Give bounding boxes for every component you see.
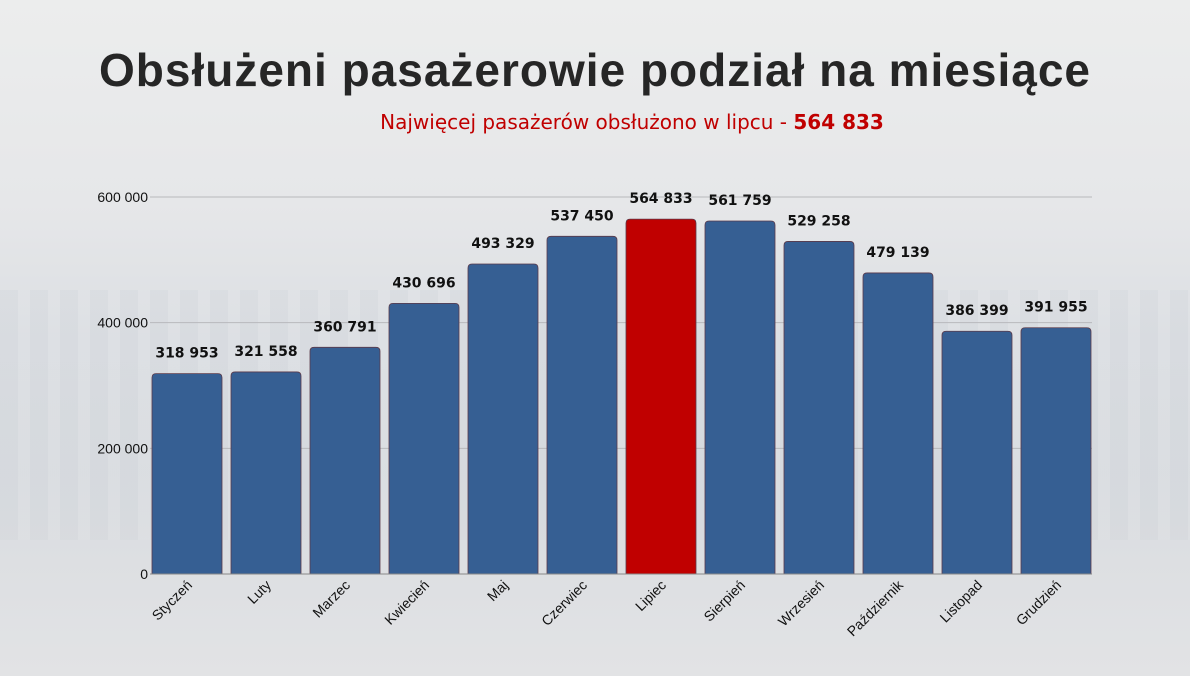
bar (388, 302, 460, 575)
data-label: 561 759 (708, 193, 771, 209)
data-label: 537 450 (550, 208, 614, 224)
data-label: 493 329 (471, 236, 534, 252)
data-label: 529 258 (787, 213, 850, 229)
data-label: 391 955 (1024, 300, 1087, 316)
data-label: 430 696 (392, 275, 455, 291)
bar (941, 330, 1013, 575)
data-label: 479 139 (866, 245, 929, 261)
x-tick-label: Styczeń (149, 577, 196, 624)
data-label: 564 833 (629, 191, 692, 207)
x-tick-label: Wrzesień (775, 577, 827, 629)
y-tick-label: 200 000 (97, 440, 148, 456)
x-tick-label: Październik (844, 576, 907, 639)
data-label: 360 791 (313, 319, 376, 335)
x-tick-label: Luty (244, 577, 274, 607)
bar (230, 371, 302, 575)
bar (546, 235, 618, 575)
bar (862, 272, 934, 575)
page-title: Obsłużeni pasażerowie podział na miesiąc… (99, 44, 1091, 96)
bar (151, 373, 223, 575)
subtitle: Najwięcej pasażerów obsłużono w lipcu - … (0, 110, 1190, 134)
subtitle-highlight: 564 833 (793, 110, 884, 134)
x-tick-label: Maj (484, 577, 511, 604)
x-tick-label: Grudzień (1013, 577, 1064, 628)
x-tick-label: Lipiec (632, 577, 669, 614)
bar (467, 263, 539, 575)
data-label: 318 953 (155, 346, 218, 362)
data-label: 386 399 (945, 303, 1008, 319)
y-tick-label: 0 (140, 566, 148, 582)
bar (704, 220, 776, 575)
x-tick-label: Marzec (309, 577, 353, 621)
bar (783, 241, 855, 575)
y-tick-label: 600 000 (97, 189, 148, 205)
y-tick-label: 400 000 (97, 315, 148, 331)
x-tick-label: Listopad (936, 577, 985, 626)
data-label: 321 558 (234, 344, 297, 360)
x-tick-label: Kwiecień (381, 577, 432, 628)
x-tick-label: Sierpień (700, 577, 748, 625)
subtitle-text: Najwięcej pasażerów obsłużono w lipcu - (380, 110, 794, 134)
bar (625, 218, 697, 575)
bar (309, 346, 381, 575)
bar (1020, 327, 1092, 575)
x-tick-label: Czerwiec (538, 577, 590, 629)
